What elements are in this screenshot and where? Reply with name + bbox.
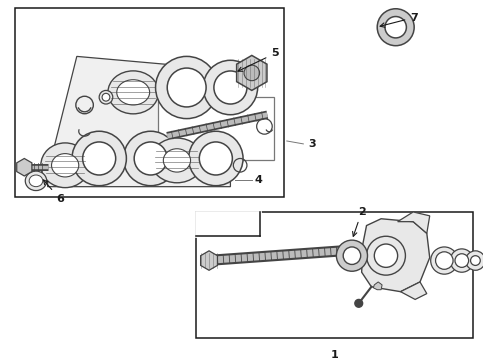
Circle shape xyxy=(436,252,453,269)
Circle shape xyxy=(385,17,406,38)
Circle shape xyxy=(167,68,206,107)
Circle shape xyxy=(337,240,368,271)
Polygon shape xyxy=(362,219,430,292)
Circle shape xyxy=(431,247,458,274)
Circle shape xyxy=(214,71,247,104)
Circle shape xyxy=(102,93,110,101)
Ellipse shape xyxy=(29,175,43,187)
Text: 2: 2 xyxy=(353,207,366,236)
Polygon shape xyxy=(398,212,430,233)
Text: 3: 3 xyxy=(308,139,316,149)
Text: 1: 1 xyxy=(331,350,338,360)
Polygon shape xyxy=(48,57,230,187)
Circle shape xyxy=(374,244,398,267)
Polygon shape xyxy=(17,158,32,176)
Circle shape xyxy=(244,65,260,81)
Polygon shape xyxy=(200,251,218,270)
Circle shape xyxy=(99,90,113,104)
Ellipse shape xyxy=(41,143,90,188)
Circle shape xyxy=(343,247,361,265)
Circle shape xyxy=(199,142,232,175)
Bar xyxy=(157,97,274,161)
Ellipse shape xyxy=(117,80,149,105)
Circle shape xyxy=(355,300,363,307)
Polygon shape xyxy=(237,55,267,90)
Circle shape xyxy=(466,251,485,270)
Circle shape xyxy=(189,131,243,186)
Text: 4: 4 xyxy=(255,175,263,185)
Ellipse shape xyxy=(108,71,158,114)
Circle shape xyxy=(155,57,218,118)
Bar xyxy=(196,212,473,338)
Bar xyxy=(15,8,284,197)
Circle shape xyxy=(455,254,468,267)
Ellipse shape xyxy=(51,154,79,177)
Circle shape xyxy=(470,256,480,265)
Circle shape xyxy=(367,236,405,275)
Ellipse shape xyxy=(163,149,191,172)
Circle shape xyxy=(123,131,178,186)
Ellipse shape xyxy=(25,171,47,190)
Text: 6: 6 xyxy=(44,180,64,204)
Circle shape xyxy=(377,9,414,46)
Text: 5: 5 xyxy=(238,49,279,71)
Circle shape xyxy=(203,60,258,115)
Polygon shape xyxy=(373,282,382,290)
Ellipse shape xyxy=(151,138,203,183)
Polygon shape xyxy=(400,282,427,300)
Bar xyxy=(196,212,260,236)
Circle shape xyxy=(83,142,116,175)
Circle shape xyxy=(134,142,167,175)
Text: 7: 7 xyxy=(380,13,418,27)
Circle shape xyxy=(72,131,126,186)
Circle shape xyxy=(450,249,473,272)
